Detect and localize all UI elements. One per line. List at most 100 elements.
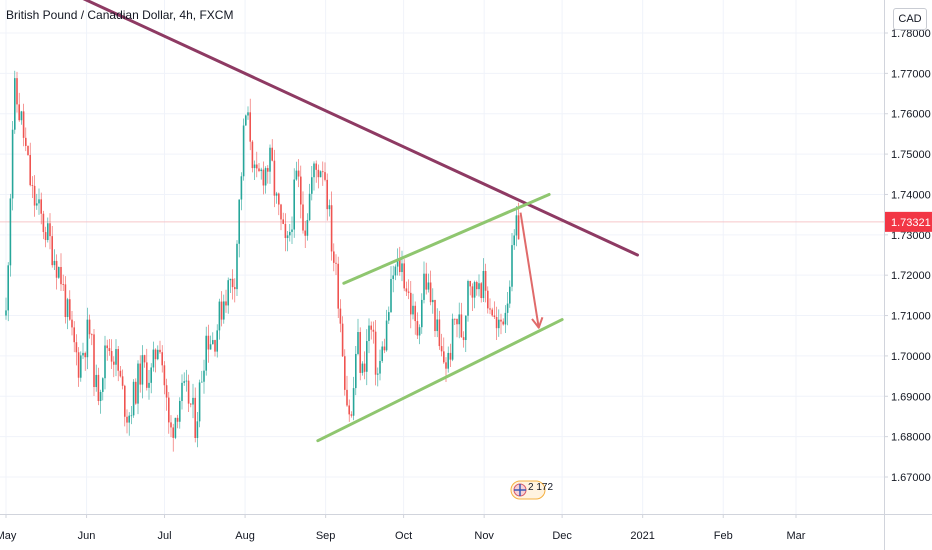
candle-body bbox=[341, 323, 344, 357]
candle-body bbox=[509, 286, 511, 304]
time-tick-label: Feb bbox=[714, 530, 733, 542]
candle-body bbox=[289, 231, 291, 236]
candle-body bbox=[302, 204, 304, 231]
time-tick-label: Jul bbox=[157, 530, 171, 542]
candle-body bbox=[82, 352, 84, 356]
candle-body bbox=[370, 325, 372, 330]
candle-body bbox=[238, 199, 240, 244]
candle-body bbox=[282, 219, 284, 224]
candle-body bbox=[319, 171, 322, 178]
candle-body bbox=[165, 385, 168, 398]
candle-body bbox=[5, 310, 7, 316]
candle-body bbox=[484, 271, 487, 291]
candle-body bbox=[25, 137, 27, 146]
candle-body bbox=[203, 370, 205, 382]
candle-body bbox=[478, 283, 480, 290]
candle-body bbox=[137, 363, 139, 404]
channel-lower-line bbox=[316, 318, 564, 443]
candle-body bbox=[410, 292, 412, 315]
candle-body bbox=[401, 263, 403, 273]
candle-body bbox=[440, 346, 443, 352]
candle-body bbox=[36, 203, 38, 206]
candle-body bbox=[491, 309, 493, 316]
time-tick-label: Sep bbox=[316, 530, 336, 542]
candle-body bbox=[253, 164, 256, 169]
candle-body bbox=[388, 312, 390, 321]
last-price-label: 1.73321 bbox=[891, 217, 931, 229]
last-price-tag bbox=[885, 211, 932, 232]
candle-body bbox=[110, 351, 113, 362]
candle-body bbox=[313, 163, 315, 178]
currency-button[interactable]: CAD bbox=[893, 8, 927, 30]
candle-body bbox=[326, 179, 328, 210]
candle-body bbox=[183, 381, 185, 383]
time-tick-label: 2021 bbox=[630, 530, 654, 542]
candle-body bbox=[220, 301, 223, 320]
candle-body bbox=[102, 378, 104, 392]
candle-body bbox=[368, 325, 370, 342]
price-tick-label: 1.75000 bbox=[891, 149, 931, 161]
flag-cross-icon bbox=[514, 484, 526, 496]
candle-body bbox=[465, 315, 467, 341]
candle-body bbox=[18, 104, 20, 121]
candle-body bbox=[447, 352, 449, 369]
candle-body bbox=[504, 312, 507, 325]
candle-body bbox=[291, 229, 293, 232]
candle-body bbox=[152, 349, 155, 368]
candle-body bbox=[117, 349, 119, 371]
candle-body bbox=[460, 314, 463, 338]
candle-body bbox=[207, 335, 210, 350]
candle-body bbox=[212, 340, 214, 345]
candle-body bbox=[311, 177, 313, 194]
candle-body bbox=[269, 147, 271, 172]
candle-body bbox=[445, 362, 447, 369]
candle-body bbox=[286, 235, 289, 239]
candle-body bbox=[506, 303, 509, 313]
candle-body bbox=[495, 317, 498, 329]
candle-body bbox=[194, 397, 196, 438]
candle-body bbox=[185, 380, 188, 382]
price-tick-label: 1.77000 bbox=[891, 68, 931, 80]
ideas-badge: 2 172 bbox=[510, 480, 553, 500]
candle-body bbox=[7, 265, 9, 311]
channel-upper-line bbox=[342, 192, 551, 285]
candle-body bbox=[324, 172, 326, 180]
candle-body bbox=[469, 281, 471, 287]
time-tick-label: Nov bbox=[474, 530, 494, 542]
candle-body bbox=[33, 185, 36, 206]
candle-body bbox=[487, 290, 489, 309]
candle-body bbox=[146, 362, 148, 388]
candle-body bbox=[16, 78, 18, 105]
candle-body bbox=[271, 147, 273, 161]
time-tick-label: Dec bbox=[552, 530, 572, 542]
candle-body bbox=[308, 193, 311, 220]
candle-body bbox=[14, 78, 16, 130]
candle-body bbox=[187, 380, 190, 404]
candle-body bbox=[71, 319, 73, 328]
candle-body bbox=[429, 282, 432, 303]
candle-body bbox=[91, 334, 93, 336]
candle-body bbox=[249, 112, 251, 142]
candle-body bbox=[300, 176, 302, 205]
candle-body bbox=[42, 213, 45, 233]
candle-body bbox=[333, 251, 335, 263]
candle-body bbox=[306, 219, 309, 236]
candle-body bbox=[113, 361, 115, 365]
candle-body bbox=[473, 282, 476, 298]
candle-body bbox=[139, 363, 141, 385]
candle-body bbox=[242, 125, 245, 177]
candle-body bbox=[60, 267, 62, 285]
time-tick-label: Oct bbox=[395, 530, 412, 542]
candle-body bbox=[317, 169, 320, 178]
candle-body bbox=[104, 345, 106, 379]
candle-body bbox=[295, 170, 298, 180]
candle-body bbox=[84, 352, 86, 358]
candle-body bbox=[418, 327, 421, 336]
candle-body bbox=[168, 397, 170, 423]
candle-body bbox=[53, 260, 56, 266]
candle-body bbox=[40, 199, 42, 214]
candle-body bbox=[124, 385, 126, 417]
